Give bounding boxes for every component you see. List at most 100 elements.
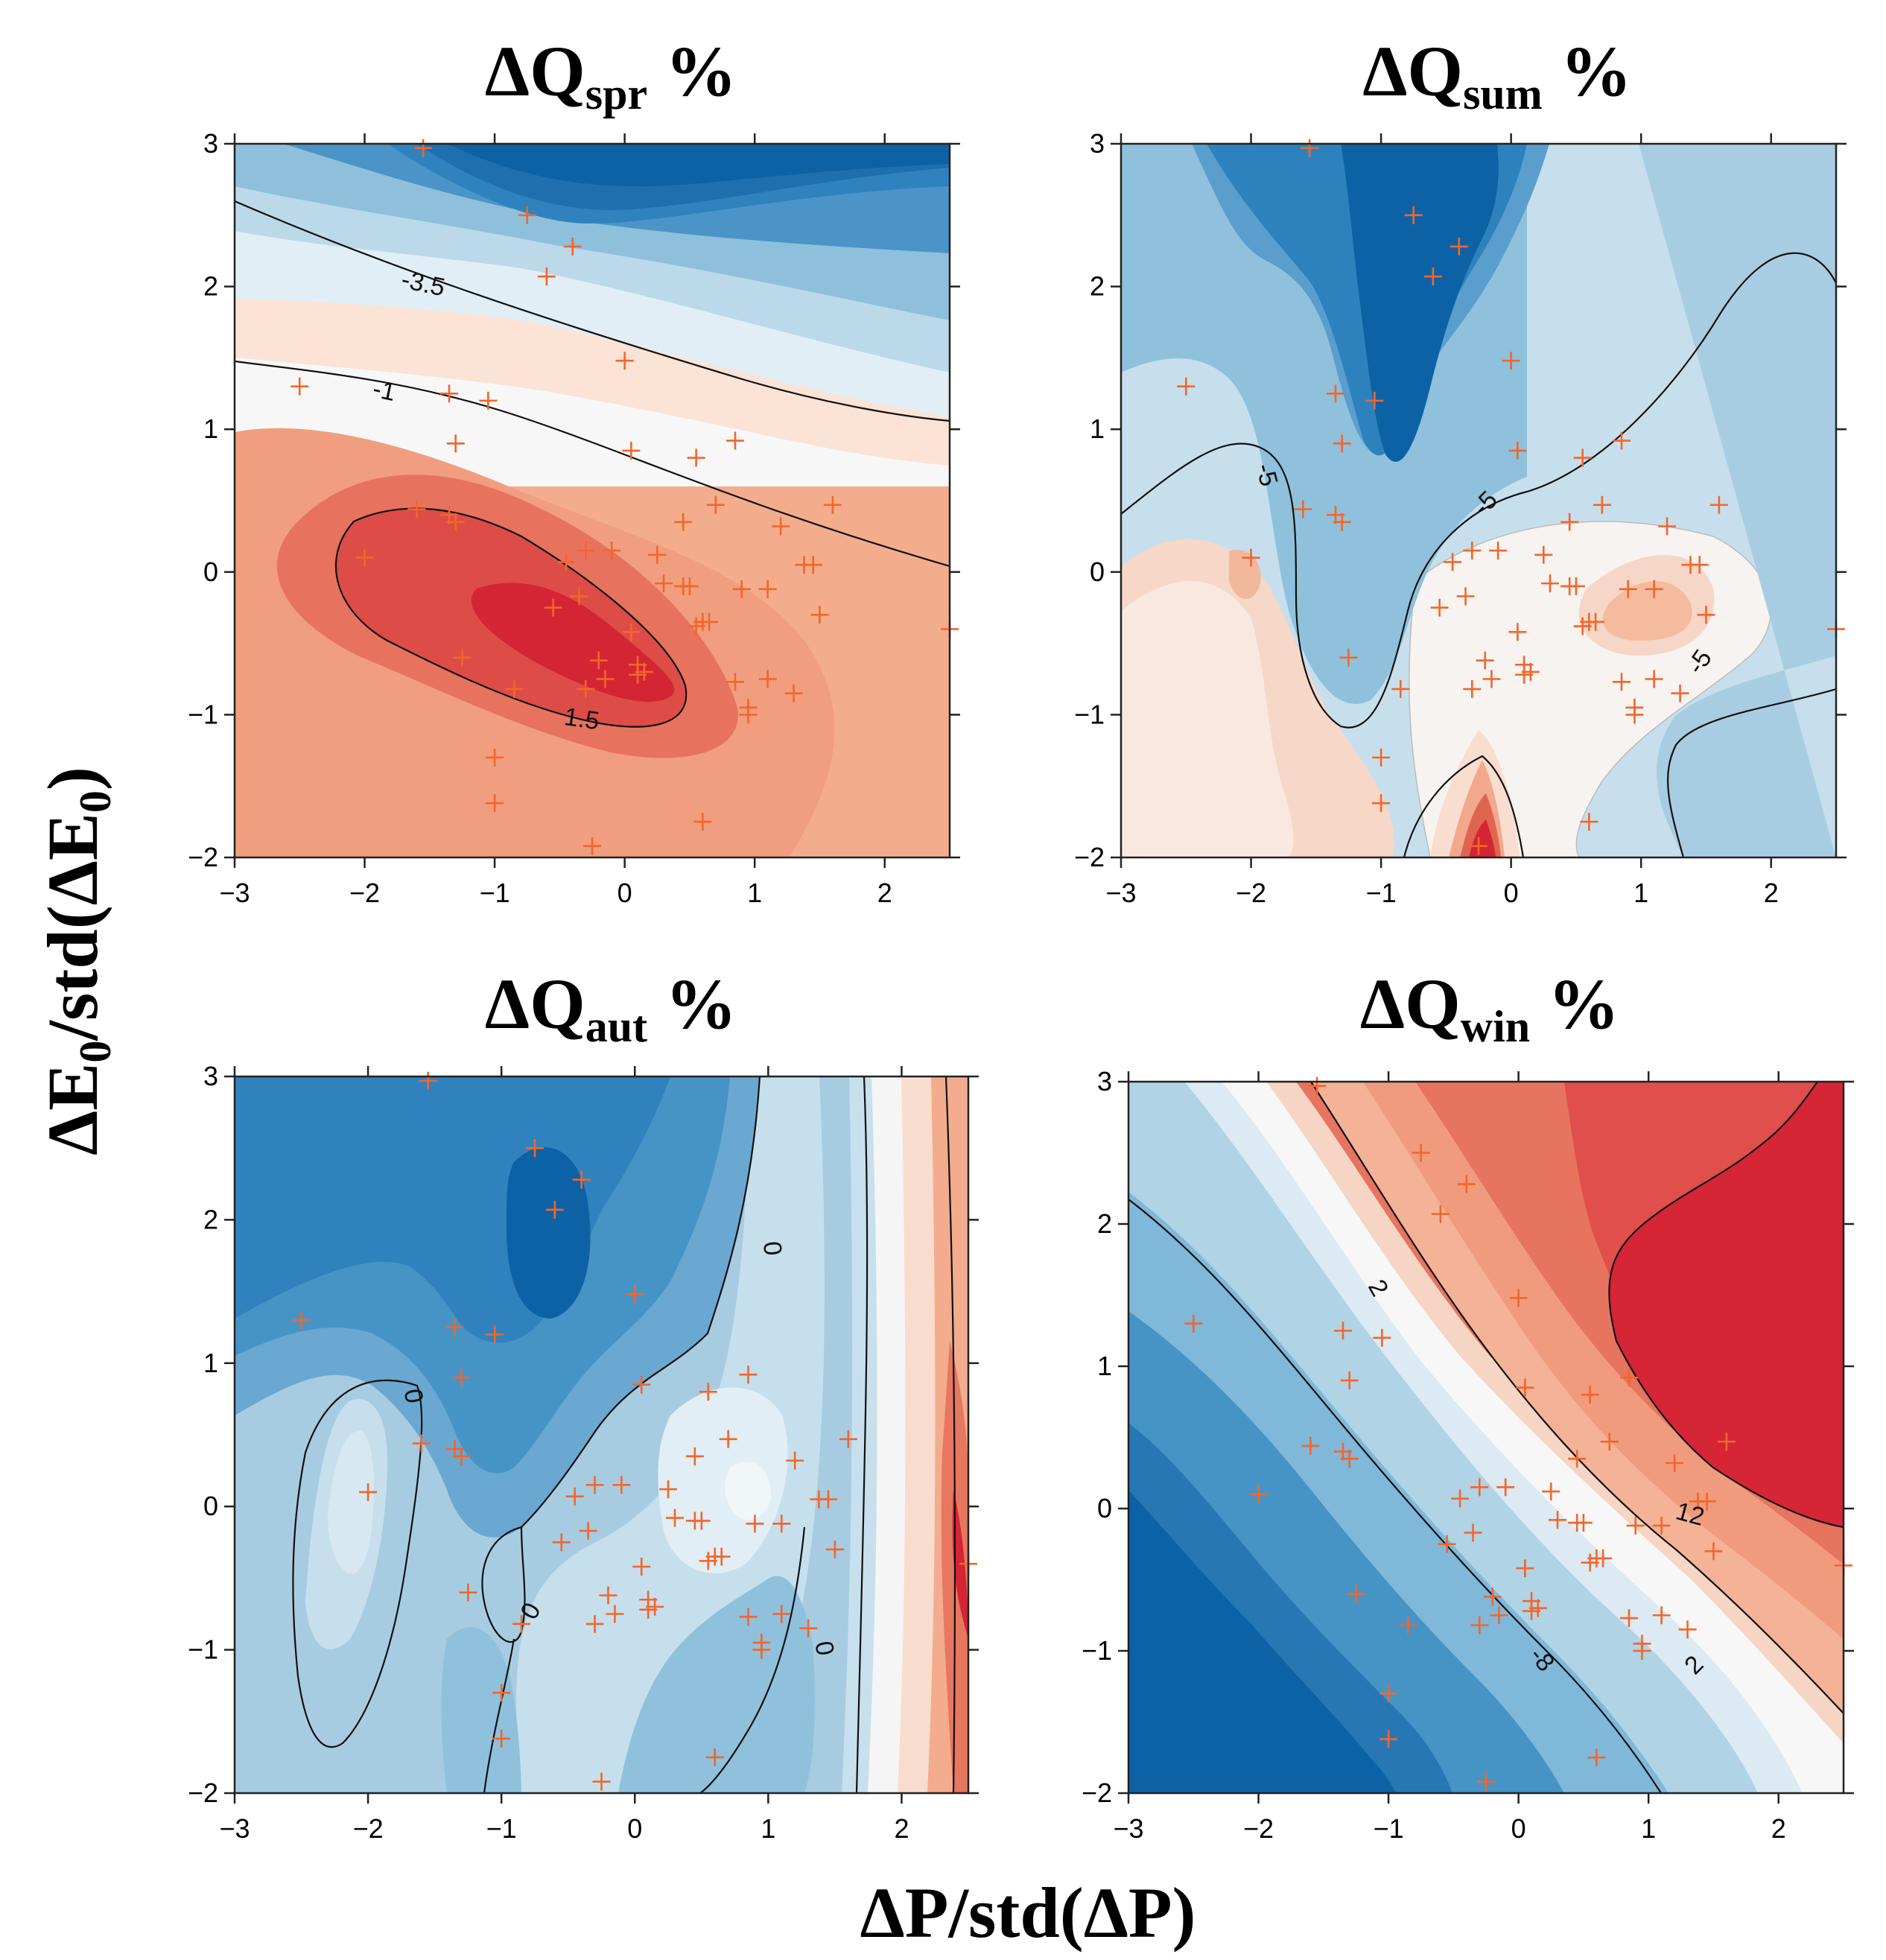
sample-marker [512, 1614, 531, 1633]
y-tick-label-sum-2: 0 [1090, 556, 1105, 587]
sample-marker [804, 556, 822, 574]
sample-marker [577, 679, 595, 698]
sample-marker [1516, 1559, 1534, 1578]
sample-marker [700, 612, 719, 631]
panel-title-win: ΔQwin % [1360, 964, 1619, 1051]
sample-marker [1652, 1516, 1671, 1535]
y-tick-label-aut-0: −2 [188, 1777, 218, 1808]
sample-marker [1594, 1549, 1613, 1567]
sample-marker [1412, 1144, 1430, 1162]
sample-marker [518, 206, 536, 224]
sample-marker [1645, 580, 1663, 598]
sample-marker [1502, 352, 1520, 370]
sample-marker [726, 673, 744, 691]
plot-frame-spr [233, 142, 951, 859]
sample-marker [1593, 495, 1611, 514]
sample-marker [1542, 1482, 1560, 1501]
x-tick-label-win-2: −1 [1374, 1813, 1404, 1844]
sample-marker [1457, 1175, 1476, 1193]
x-tick-label-aut-0: −3 [219, 1813, 250, 1844]
y-tick-label-aut-3: 1 [203, 1348, 218, 1378]
sample-marker [572, 1170, 591, 1189]
x-tick-label-win-3: 0 [1511, 1813, 1526, 1844]
sample-marker [440, 384, 458, 403]
sample-marker [622, 441, 641, 460]
sample-marker [706, 495, 725, 514]
sample-marker [1515, 665, 1534, 684]
contour-fill-aut [235, 1076, 968, 1793]
sample-marker [1509, 1289, 1528, 1307]
sample-marker [290, 377, 309, 396]
sample-marker [1490, 1606, 1508, 1625]
sample-marker [1301, 139, 1319, 157]
y-tick-label-spr-5: 3 [203, 128, 218, 159]
sample-marker [1508, 623, 1527, 641]
x-tick-label-aut-2: −1 [486, 1813, 517, 1844]
sample-marker [492, 1729, 511, 1748]
sample-marker [1697, 606, 1715, 624]
x-tick-label-aut-1: −2 [353, 1813, 384, 1844]
sample-marker [355, 548, 374, 567]
sample-marker [1573, 617, 1592, 635]
x-tick-label-spr-3: 0 [617, 878, 632, 908]
sample-marker [1404, 206, 1423, 224]
sample-marker [1613, 431, 1631, 450]
sample-marker [1177, 377, 1196, 396]
sample-marker [1496, 1478, 1515, 1497]
plot-frame-win [1127, 1080, 1845, 1795]
sample-marker [545, 1200, 564, 1219]
sample-marker [592, 1772, 611, 1791]
sample-marker [639, 1600, 658, 1619]
sample-marker [583, 837, 601, 855]
y-tick-label-win-0: −2 [1082, 1777, 1112, 1808]
x-tick-label-sum-5: 2 [1764, 878, 1779, 908]
x-axis-title: ΔP/std(ΔP) [860, 1873, 1196, 1953]
panel-title-aut: ΔQaut % [485, 964, 737, 1051]
sample-marker [479, 391, 498, 410]
sample-marker [732, 580, 751, 598]
sample-marker [1587, 612, 1605, 631]
sample-marker [505, 679, 524, 698]
sample-marker [1463, 679, 1482, 698]
x-tick-label-spr-2: −1 [480, 878, 510, 908]
sample-marker [626, 1285, 644, 1304]
sample-marker [1333, 434, 1351, 453]
sample-marker [544, 598, 562, 617]
sample-marker [739, 1608, 758, 1626]
sample-marker [1431, 1205, 1450, 1223]
sample-marker [1470, 1616, 1489, 1634]
plot-frame-aut [233, 1075, 970, 1795]
y-tick-label-win-3: 1 [1097, 1351, 1112, 1381]
sample-marker [1184, 1314, 1203, 1333]
sample-marker [1242, 548, 1260, 567]
x-tick-label-aut-4: 1 [761, 1813, 775, 1844]
sample-marker [629, 665, 647, 684]
panel-title-spr: ΔQspr % [485, 31, 737, 118]
sample-marker [823, 495, 842, 514]
sample-marker [1541, 574, 1559, 593]
sample-marker [1327, 384, 1344, 403]
sample-marker [655, 574, 673, 593]
sample-marker [699, 1383, 717, 1401]
contour-fill-spr [235, 144, 950, 857]
sample-marker [1574, 1514, 1593, 1532]
sample-marker [705, 1748, 724, 1766]
y-tick-label-aut-1: −1 [188, 1634, 218, 1665]
sample-marker [752, 1640, 771, 1659]
y-tick-label-sum-4: 2 [1090, 271, 1105, 302]
sample-marker [1423, 267, 1442, 286]
sample-marker [1549, 1511, 1566, 1529]
sample-marker [563, 237, 582, 256]
x-tick-label-spr-1: −2 [349, 878, 380, 908]
sample-marker [648, 545, 667, 564]
sample-marker [1620, 1609, 1638, 1628]
x-tick-label-spr-0: −3 [219, 878, 250, 908]
sample-marker [1620, 1368, 1638, 1387]
sample-marker [1523, 1602, 1541, 1620]
sample-marker [632, 1375, 651, 1394]
sample-marker [1678, 1620, 1697, 1639]
